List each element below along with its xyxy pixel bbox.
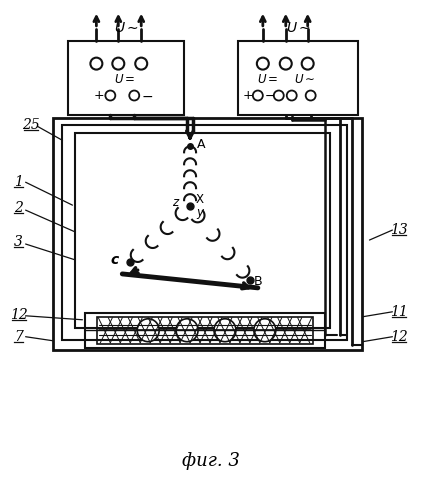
- Ellipse shape: [176, 319, 198, 342]
- Circle shape: [135, 58, 147, 70]
- Circle shape: [112, 58, 124, 70]
- Bar: [52, 118, 362, 350]
- Text: y: y: [196, 206, 203, 218]
- Ellipse shape: [214, 319, 236, 342]
- Text: $-$: $-$: [141, 88, 153, 102]
- Text: 12: 12: [390, 330, 408, 344]
- Text: B: B: [254, 276, 262, 288]
- Text: A: A: [197, 138, 206, 151]
- Bar: [62, 126, 346, 340]
- Text: $-$: $-$: [264, 89, 276, 102]
- Text: 11: 11: [390, 305, 408, 319]
- Text: c: c: [110, 253, 118, 267]
- Circle shape: [306, 90, 316, 101]
- Text: $U{=}$: $U{=}$: [257, 73, 279, 86]
- Bar: [97, 317, 313, 344]
- Text: $U{\sim}$: $U{\sim}$: [286, 20, 311, 34]
- Bar: [85, 313, 325, 348]
- Text: +: +: [243, 89, 253, 102]
- Circle shape: [287, 90, 297, 101]
- Ellipse shape: [254, 319, 276, 342]
- Circle shape: [90, 58, 103, 70]
- Text: фиг. 3: фиг. 3: [182, 452, 240, 470]
- Circle shape: [257, 58, 269, 70]
- Text: X: X: [196, 192, 204, 205]
- Text: z: z: [172, 196, 178, 208]
- Circle shape: [129, 90, 139, 101]
- Circle shape: [274, 90, 284, 101]
- Text: $U{\sim}$: $U{\sim}$: [114, 20, 139, 34]
- Bar: [238, 40, 357, 116]
- Text: +: +: [94, 89, 105, 102]
- Text: 7: 7: [14, 330, 23, 344]
- Circle shape: [302, 58, 314, 70]
- Bar: [76, 134, 330, 328]
- Ellipse shape: [137, 319, 159, 342]
- Text: $U{\sim}$: $U{\sim}$: [294, 73, 315, 86]
- Text: 13: 13: [390, 223, 408, 237]
- Circle shape: [106, 90, 115, 101]
- Text: $U{=}$: $U{=}$: [114, 73, 135, 86]
- Text: 2: 2: [14, 201, 23, 215]
- Text: 25: 25: [22, 118, 40, 132]
- Text: 12: 12: [10, 308, 27, 322]
- Text: 3: 3: [14, 235, 23, 249]
- Circle shape: [253, 90, 263, 101]
- Circle shape: [280, 58, 292, 70]
- Text: 1: 1: [14, 175, 23, 189]
- Bar: [68, 40, 184, 116]
